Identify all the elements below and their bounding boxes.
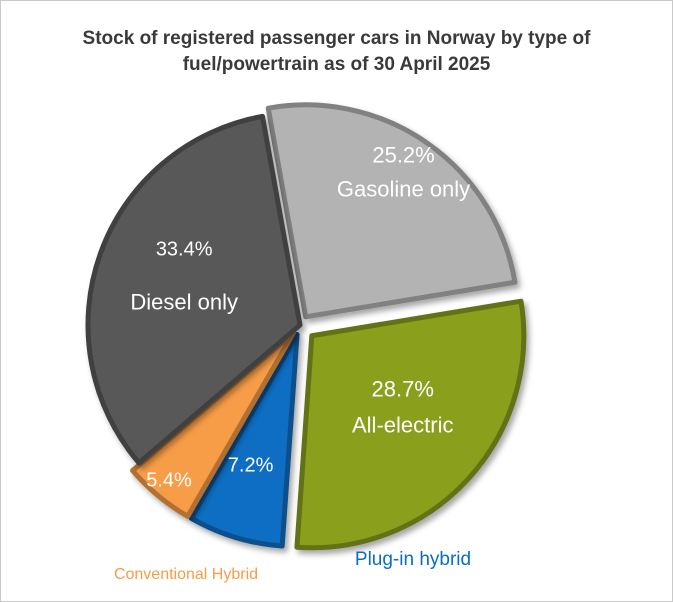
data-label-plug-in-hybrid: 7.2% — [228, 455, 274, 477]
category-label-conventional-hybrid: Conventional Hybrid — [114, 566, 258, 583]
category-label-all-electric: All-electric — [352, 413, 453, 438]
category-label-gasoline-only: Gasoline only — [337, 176, 470, 201]
pie-slice-gasoline-only — [265, 102, 518, 320]
chart-title-line-1: Stock of registered passenger cars in No… — [82, 28, 591, 49]
pie-slice-plug-in-hybrid — [188, 332, 300, 549]
pie-slice-diesel-only — [85, 113, 303, 466]
chart-title: Stock of registered passenger cars in No… — [40, 26, 633, 78]
data-label-diesel-only: 33.4% — [156, 239, 213, 261]
data-label-gasoline-only: 25.2% — [372, 142, 434, 167]
data-label-all-electric: 28.7% — [372, 377, 434, 402]
data-label-conventional-hybrid: 5.4% — [146, 470, 192, 492]
pie-slice-all-electric — [294, 298, 527, 551]
category-label-plug-in-hybrid: Plug-in hybrid — [355, 549, 471, 570]
pie-slice-conventional-hybrid — [130, 330, 297, 519]
category-label-diesel-only: Diesel only — [130, 290, 238, 315]
chart-title-line-2: fuel/powertrain as of 30 April 2025 — [182, 54, 491, 75]
